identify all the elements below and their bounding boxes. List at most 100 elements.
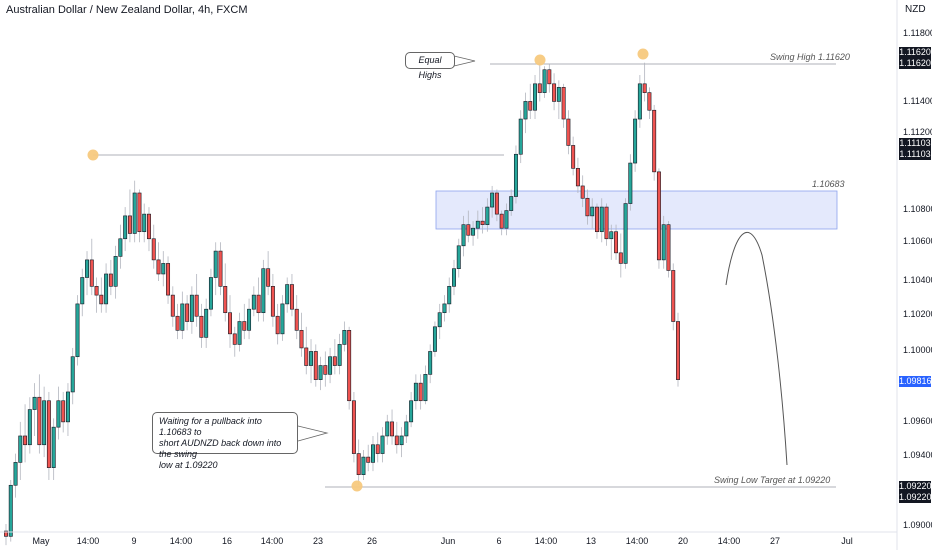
candle-body[interactable] bbox=[85, 259, 89, 278]
candle-body[interactable] bbox=[480, 220, 485, 225]
candle-body[interactable] bbox=[228, 312, 232, 335]
candle-body[interactable] bbox=[194, 294, 199, 317]
candle-body[interactable] bbox=[223, 286, 228, 314]
candle-body[interactable] bbox=[452, 268, 456, 287]
candle-body[interactable] bbox=[275, 315, 280, 335]
candle-body[interactable] bbox=[113, 256, 118, 287]
candle-body[interactable] bbox=[542, 69, 547, 93]
candle-body[interactable] bbox=[256, 294, 261, 314]
candle-body[interactable] bbox=[180, 303, 185, 331]
candle-body[interactable] bbox=[261, 268, 266, 314]
candle-body[interactable] bbox=[461, 224, 466, 247]
candle-body[interactable] bbox=[304, 347, 309, 366]
candle-body[interactable] bbox=[289, 284, 294, 310]
candle-body[interactable] bbox=[13, 462, 18, 486]
candle-body[interactable] bbox=[590, 206, 595, 217]
candle-body[interactable] bbox=[75, 303, 80, 358]
candle-body[interactable] bbox=[299, 330, 304, 349]
note-callout[interactable]: Waiting for a pullback into 1.10683 to s… bbox=[152, 412, 298, 470]
candle-body[interactable] bbox=[580, 185, 585, 199]
candle-body[interactable] bbox=[585, 197, 590, 217]
candle-body[interactable] bbox=[561, 87, 566, 120]
candle-body[interactable] bbox=[342, 330, 347, 345]
candle-body[interactable] bbox=[394, 435, 399, 446]
candle-body[interactable] bbox=[42, 400, 47, 446]
candle-body[interactable] bbox=[94, 286, 99, 296]
candle-body[interactable] bbox=[185, 303, 190, 322]
candle-body[interactable] bbox=[151, 238, 156, 261]
candle-body[interactable] bbox=[494, 192, 499, 215]
candle-body[interactable] bbox=[595, 206, 599, 233]
candle-body[interactable] bbox=[104, 273, 109, 305]
candle-body[interactable] bbox=[46, 400, 51, 468]
candle-body[interactable] bbox=[409, 400, 414, 423]
candle-body[interactable] bbox=[356, 453, 361, 476]
candle-body[interactable] bbox=[499, 213, 504, 229]
candle-body[interactable] bbox=[18, 435, 23, 463]
candle-body[interactable] bbox=[51, 426, 56, 468]
candle-body[interactable] bbox=[4, 530, 8, 537]
candle-body[interactable] bbox=[537, 83, 542, 93]
candle-body[interactable] bbox=[294, 308, 299, 331]
candle-body[interactable] bbox=[456, 245, 461, 269]
candle-body[interactable] bbox=[56, 400, 61, 428]
candle-body[interactable] bbox=[623, 203, 628, 264]
candle-body[interactable] bbox=[208, 277, 213, 310]
candle-body[interactable] bbox=[237, 321, 242, 345]
candle-body[interactable] bbox=[23, 435, 28, 446]
candle-body[interactable] bbox=[218, 250, 223, 287]
candle-body[interactable] bbox=[609, 231, 614, 240]
candle-body[interactable] bbox=[571, 145, 576, 169]
candle-body[interactable] bbox=[137, 192, 142, 233]
candle-body[interactable] bbox=[385, 421, 390, 437]
candle-body[interactable] bbox=[490, 192, 495, 208]
candle-body[interactable] bbox=[547, 69, 552, 85]
candle-body[interactable] bbox=[266, 268, 271, 287]
candle-body[interactable] bbox=[166, 263, 171, 296]
candle-body[interactable] bbox=[332, 356, 337, 366]
candle-body[interactable] bbox=[413, 382, 418, 402]
candle-body[interactable] bbox=[108, 273, 113, 287]
candle-body[interactable] bbox=[404, 421, 409, 437]
candle-body[interactable] bbox=[204, 308, 209, 338]
candle-body[interactable] bbox=[390, 421, 395, 437]
candle-body[interactable] bbox=[232, 333, 237, 345]
candle-body[interactable] bbox=[123, 215, 128, 240]
candle-body[interactable] bbox=[347, 330, 352, 402]
candle-body[interactable] bbox=[637, 83, 642, 120]
candle-body[interactable] bbox=[366, 456, 371, 463]
candle-body[interactable] bbox=[361, 456, 366, 476]
candle-body[interactable] bbox=[656, 171, 661, 261]
candle-body[interactable] bbox=[156, 259, 161, 275]
candle-body[interactable] bbox=[666, 224, 671, 271]
candle-body[interactable] bbox=[428, 351, 433, 375]
candle-body[interactable] bbox=[323, 365, 328, 375]
candle-body[interactable] bbox=[313, 351, 318, 380]
candle-body[interactable] bbox=[147, 213, 151, 240]
candle-body[interactable] bbox=[175, 315, 180, 331]
candle-body[interactable] bbox=[399, 435, 404, 446]
candle-body[interactable] bbox=[566, 118, 571, 146]
candle-body[interactable] bbox=[213, 250, 218, 278]
candle-body[interactable] bbox=[161, 263, 166, 275]
candle-body[interactable] bbox=[61, 400, 66, 423]
candle-body[interactable] bbox=[485, 206, 490, 225]
candle-body[interactable] bbox=[318, 365, 323, 380]
candle-body[interactable] bbox=[375, 444, 380, 454]
candle-body[interactable] bbox=[32, 396, 37, 410]
candle-body[interactable] bbox=[371, 444, 375, 463]
candle-body[interactable] bbox=[423, 374, 428, 402]
candle-body[interactable] bbox=[285, 284, 290, 305]
candle-body[interactable] bbox=[599, 206, 604, 233]
candle-body[interactable] bbox=[142, 213, 147, 233]
candle-body[interactable] bbox=[552, 83, 557, 102]
candle-body[interactable] bbox=[8, 484, 13, 537]
candle-body[interactable] bbox=[247, 308, 252, 331]
candle-body[interactable] bbox=[671, 270, 676, 322]
candle-body[interactable] bbox=[533, 83, 537, 111]
candle-body[interactable] bbox=[80, 277, 85, 305]
candle-body[interactable] bbox=[676, 321, 680, 380]
candle-body[interactable] bbox=[647, 92, 652, 111]
candle-body[interactable] bbox=[89, 259, 94, 287]
candle-body[interactable] bbox=[447, 286, 452, 305]
